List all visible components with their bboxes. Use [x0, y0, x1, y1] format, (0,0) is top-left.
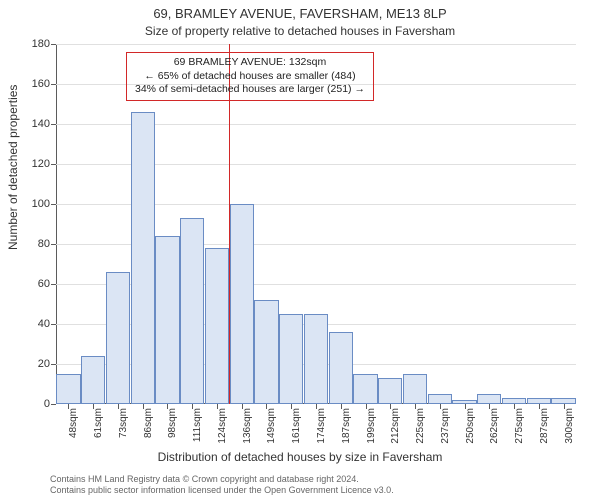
ytick-label: 20: [38, 358, 56, 370]
chart-title: 69, BRAMLEY AVENUE, FAVERSHAM, ME13 8LP: [0, 6, 600, 21]
ytick-label: 140: [32, 118, 56, 130]
xtick-label: 262sqm: [489, 404, 500, 444]
gridline: [56, 44, 576, 45]
annotation-box: 69 BRAMLEY AVENUE: 132sqm← 65% of detach…: [126, 52, 374, 101]
ytick-label: 0: [44, 398, 56, 410]
xtick-label: 187sqm: [341, 404, 352, 444]
xtick-label: 275sqm: [514, 404, 525, 444]
histogram-bar: [304, 314, 328, 404]
histogram-bar: [106, 272, 130, 404]
xtick-label: 98sqm: [167, 404, 178, 438]
histogram-bar: [81, 356, 105, 404]
annotation-line: 69 BRAMLEY AVENUE: 132sqm: [135, 56, 365, 70]
histogram-bar: [131, 112, 155, 404]
xtick-label: 61sqm: [93, 404, 104, 438]
histogram-bar: [279, 314, 303, 404]
xtick-label: 174sqm: [316, 404, 327, 444]
histogram-bar: [329, 332, 353, 404]
xtick-label: 136sqm: [242, 404, 253, 444]
histogram-bar: [403, 374, 427, 404]
xtick-label: 73sqm: [118, 404, 129, 438]
xtick-label: 86sqm: [143, 404, 154, 438]
ytick-label: 80: [38, 238, 56, 250]
footnote-line1: Contains HM Land Registry data © Crown c…: [50, 474, 580, 485]
xtick-label: 300sqm: [564, 404, 575, 444]
xtick-label: 237sqm: [440, 404, 451, 444]
ytick-label: 160: [32, 78, 56, 90]
xtick-label: 225sqm: [415, 404, 426, 444]
histogram-bar: [205, 248, 229, 404]
xtick-label: 48sqm: [68, 404, 79, 438]
xtick-label: 287sqm: [539, 404, 550, 444]
ytick-label: 40: [38, 318, 56, 330]
histogram-bar: [230, 204, 254, 404]
histogram-bar: [428, 394, 452, 404]
xtick-label: 212sqm: [390, 404, 401, 444]
xtick-label: 250sqm: [465, 404, 476, 444]
histogram-bar: [56, 374, 80, 404]
ytick-label: 60: [38, 278, 56, 290]
annotation-line: 34% of semi-detached houses are larger (…: [135, 83, 365, 97]
ytick-label: 100: [32, 198, 56, 210]
y-axis-label: Number of detached properties: [6, 85, 20, 250]
plot-area: 02040608010012014016018048sqm61sqm73sqm8…: [56, 44, 576, 404]
x-axis-label: Distribution of detached houses by size …: [0, 450, 600, 464]
histogram-bar: [254, 300, 278, 404]
xtick-label: 161sqm: [291, 404, 302, 444]
ytick-label: 180: [32, 38, 56, 50]
histogram-bar: [378, 378, 402, 404]
xtick-label: 124sqm: [217, 404, 228, 444]
ytick-label: 120: [32, 158, 56, 170]
histogram-bar: [155, 236, 179, 404]
xtick-label: 199sqm: [366, 404, 377, 444]
chart-container: 69, BRAMLEY AVENUE, FAVERSHAM, ME13 8LP …: [0, 0, 600, 500]
histogram-bar: [180, 218, 204, 404]
annotation-line: ← 65% of detached houses are smaller (48…: [135, 70, 365, 84]
xtick-label: 111sqm: [192, 404, 203, 442]
histogram-bar: [477, 394, 501, 404]
footnote: Contains HM Land Registry data © Crown c…: [50, 474, 580, 496]
chart-subtitle: Size of property relative to detached ho…: [0, 24, 600, 38]
footnote-line2: Contains public sector information licen…: [50, 485, 580, 496]
histogram-bar: [353, 374, 377, 404]
xtick-label: 149sqm: [266, 404, 277, 444]
